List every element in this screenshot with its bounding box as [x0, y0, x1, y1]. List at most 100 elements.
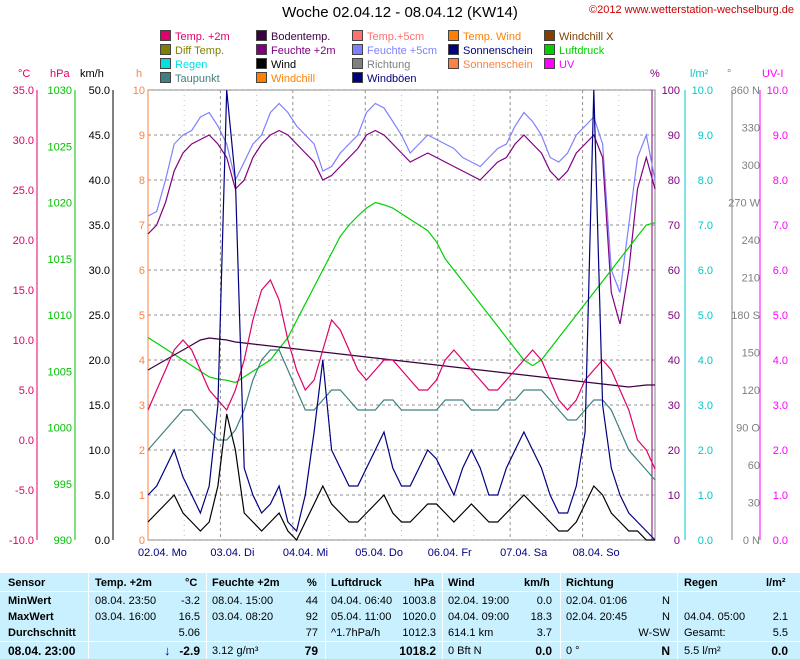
y-tick-label: 1030	[48, 85, 72, 97]
legend-swatch	[256, 72, 267, 83]
current-dir-value: N	[661, 644, 670, 658]
y-tick-label: 30	[668, 400, 680, 412]
y-tick-label: 35.0	[89, 220, 110, 232]
legend-item: Windchill X	[544, 30, 613, 43]
y-tick-label: 0.0	[773, 535, 788, 547]
row-divider	[0, 591, 800, 592]
legend-label: Windchill	[271, 73, 316, 85]
legend-swatch	[544, 44, 555, 55]
header-humidity: Feuchte +2m	[212, 577, 280, 589]
y-tick-label: 20	[668, 445, 680, 457]
max-dir-value: N	[662, 611, 670, 623]
legend-item: Windchill	[256, 72, 315, 85]
y-tick-label: 20.0	[13, 235, 34, 247]
hours-unit-label: h	[136, 68, 143, 80]
max-press-value: 1020.0	[402, 611, 436, 623]
max-wind-date: 04.04. 09:00	[448, 611, 510, 623]
series-line	[147, 337, 655, 388]
current-dir-degree: 0 °	[566, 645, 580, 657]
pressure-unit-label: hPa	[50, 68, 70, 80]
y-tick-label: 15.0	[89, 400, 110, 412]
y-tick-label: -5.0	[15, 485, 34, 497]
y-tick-label: 4.0	[698, 355, 713, 367]
y-tick-label: 120	[742, 385, 760, 397]
current-press-value: 1018.2	[399, 644, 436, 658]
y-tick-label: 60	[668, 265, 680, 277]
y-tick-label: 1000	[48, 423, 72, 435]
row-label-min: MinWert	[8, 595, 52, 607]
y-tick-label: 8.0	[773, 175, 788, 187]
current-rain-value: 0.0	[771, 644, 788, 658]
copyright-link[interactable]: ©2012 www.wetterstation-wechselburg.de	[589, 4, 794, 16]
y-tick-label: 90 O	[736, 423, 760, 435]
y-tick-label: 20.0	[89, 355, 110, 367]
y-tick-label: 10.0	[13, 335, 34, 347]
weather-chart: 02.04. Mo 03.04. Di 04.04. Mi 05.04. Do 06.0…	[9, 85, 788, 559]
y-tick-label: 0	[674, 535, 680, 547]
row-label-current: 08.04. 23:00	[8, 644, 76, 658]
row-divider	[0, 641, 800, 642]
chart-title: Woche 02.04.12 - 08.04.12 (KW14)	[282, 4, 518, 21]
y-tick-label: 300	[742, 160, 760, 172]
percent-unit-label: %	[650, 68, 660, 80]
y-tick-label: 5.0	[773, 310, 788, 322]
current-rain-day: 5.5 l/m²	[684, 645, 721, 657]
current-wind-bft: 0 Bft N	[448, 645, 482, 657]
legend-item: Luftdruck	[544, 44, 604, 57]
y-tick-label: 8.0	[698, 175, 713, 187]
max-temp-date: 03.04. 16:00	[95, 611, 157, 623]
y-tick-label: 7.0	[698, 220, 713, 232]
rain-unit-label: l/m²	[690, 68, 709, 80]
legend-swatch	[256, 44, 267, 55]
y-tick-label: 3.0	[773, 400, 788, 412]
x-tick-label: 03.04. Di	[210, 547, 254, 559]
y-tick-label: 240	[742, 235, 760, 247]
header-rain: Regen	[684, 577, 718, 589]
legend-label: Richtung	[367, 59, 411, 71]
y-tick-label: 0.0	[19, 435, 34, 447]
y-tick-label: 40.0	[89, 175, 110, 187]
legend-label: UV	[559, 59, 575, 71]
max-hum-value: 92	[305, 611, 318, 623]
legend-swatch	[352, 30, 363, 41]
y-tick-label: 1.0	[698, 490, 713, 502]
series-line	[147, 102, 656, 293]
legend-item: Wind	[256, 58, 296, 71]
legend-label: Regen	[175, 59, 208, 71]
y-tick-label: 1	[139, 490, 145, 502]
legend-item: Bodentemp.	[256, 30, 330, 43]
legend-swatch	[160, 58, 171, 69]
legend-label: Wind	[271, 59, 297, 71]
y-tick-label: 80	[668, 175, 680, 187]
legend-swatch	[448, 30, 459, 41]
legend-swatch	[352, 58, 363, 69]
legend-item: Temp. +2m	[160, 30, 230, 43]
legend-swatch	[256, 58, 267, 69]
x-tick-label: 06.04. Fr	[428, 547, 472, 559]
y-tick-label: 5	[139, 310, 145, 322]
legend-item: UV	[544, 58, 574, 71]
avg-rain-label: Gesamt:	[684, 627, 726, 639]
avg-wind-value: 3.7	[536, 627, 552, 639]
y-tick-label: 3	[139, 400, 145, 412]
y-tick-label: 210	[742, 273, 760, 285]
x-tick-label: 04.04. Mi	[283, 547, 328, 559]
min-wind-value: 0.0	[536, 595, 552, 607]
y-tick-label: 90	[668, 130, 680, 142]
y-tick-label: 60	[748, 460, 760, 472]
min-temp-value: -3.2	[181, 595, 200, 607]
current-temp-value: -2.9	[179, 644, 200, 658]
legend-label: Windböen	[367, 73, 417, 85]
legend-swatch	[448, 44, 459, 55]
y-tick-label: 3.0	[698, 400, 713, 412]
max-rain-date: 04.04. 05:00	[684, 611, 746, 623]
y-tick-label: 15.0	[13, 285, 34, 297]
legend-swatch	[448, 58, 459, 69]
avg-temp-value: 5.06	[178, 627, 200, 639]
y-tick-label: 30	[748, 498, 760, 510]
legend-swatch	[352, 44, 363, 55]
speed-unit-label: km/h	[80, 68, 104, 80]
avg-rain-value: 5.5	[772, 627, 788, 639]
min-dir-value: N	[662, 595, 670, 607]
legend-label: Bodentemp.	[271, 31, 331, 43]
